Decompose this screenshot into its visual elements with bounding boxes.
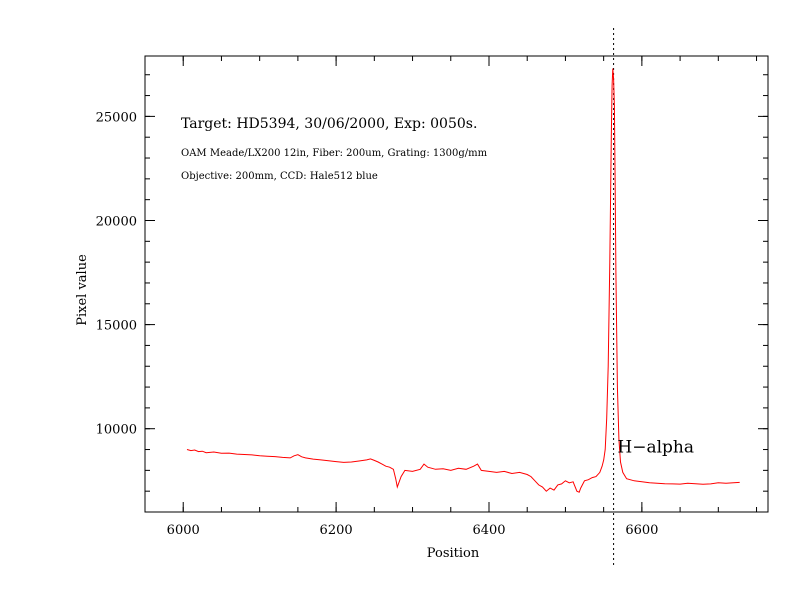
major-ticks: [145, 56, 768, 512]
x-tick-label: 6600: [625, 523, 658, 538]
h-alpha-annotation: H−alpha: [617, 438, 694, 458]
chart-subtitle-2: Objective: 200mm, CCD: Hale512 blue: [181, 171, 378, 182]
chart-subtitle-1: OAM Meade/LX200 12in, Fiber: 200um, Grat…: [181, 148, 488, 159]
spectrum-series-line: [186, 68, 740, 493]
plot-frame: [144, 55, 769, 513]
x-tick-label: 6200: [320, 523, 353, 538]
chart-title: Target: HD5394, 30/06/2000, Exp: 0050s.: [181, 116, 477, 132]
y-tick-label: 25000: [96, 110, 137, 125]
x-axis-label: Position: [427, 546, 480, 561]
y-tick-label: 20000: [96, 214, 137, 229]
tick-labels: 6000 6200 6400 6600 10000 15000 20000 25000: [96, 110, 659, 538]
x-tick-label: 6400: [472, 523, 505, 538]
y-tick-label: 10000: [96, 423, 137, 438]
y-axis-label: Pixel value: [75, 254, 90, 326]
y-tick-label: 15000: [96, 319, 137, 334]
x-tick-label: 6000: [167, 523, 200, 538]
